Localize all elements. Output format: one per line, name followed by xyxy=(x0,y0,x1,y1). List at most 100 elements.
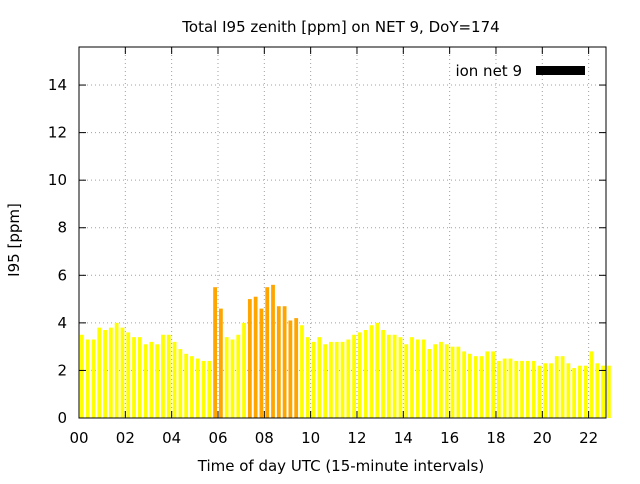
x-tick-label: 04 xyxy=(162,429,181,447)
bar xyxy=(462,351,467,418)
bar xyxy=(491,351,495,418)
bar xyxy=(236,334,241,418)
bars xyxy=(80,284,611,418)
bar xyxy=(537,365,542,418)
x-tick-label: 00 xyxy=(69,429,88,447)
bar xyxy=(103,330,107,418)
bar xyxy=(514,360,519,418)
bar xyxy=(132,337,136,418)
bar xyxy=(91,339,96,418)
bar xyxy=(572,368,577,418)
x-tick-label: 12 xyxy=(347,429,366,447)
legend-swatch xyxy=(536,66,585,75)
bar xyxy=(525,360,530,418)
bar xyxy=(85,339,90,418)
y-tick-label: 8 xyxy=(57,219,67,237)
bar xyxy=(108,327,113,418)
legend-label: ion net 9 xyxy=(455,62,522,80)
plot-frame xyxy=(78,46,607,419)
bar xyxy=(288,320,293,418)
bar xyxy=(172,341,177,418)
bar xyxy=(363,330,368,418)
x-tick-label: 20 xyxy=(533,429,552,447)
y-tick-label: 14 xyxy=(48,76,67,94)
bar xyxy=(305,337,310,418)
bar xyxy=(589,351,594,418)
bar xyxy=(276,306,281,418)
bar xyxy=(329,341,333,418)
bar xyxy=(340,341,345,418)
bar xyxy=(213,287,217,418)
bar xyxy=(601,365,605,418)
bar xyxy=(334,341,339,418)
bar xyxy=(479,356,484,418)
x-tick-label: 14 xyxy=(394,429,413,447)
legend: ion net 9 xyxy=(455,62,585,80)
bar xyxy=(242,322,246,418)
bar xyxy=(155,344,160,418)
bar xyxy=(190,356,194,418)
bar xyxy=(161,334,165,418)
bar xyxy=(468,353,472,418)
bar xyxy=(357,332,362,418)
bar xyxy=(450,346,455,418)
bar xyxy=(224,337,229,418)
bar xyxy=(508,358,513,418)
x-tick-label: 10 xyxy=(301,429,320,447)
bar xyxy=(566,363,571,418)
y-tick-label: 10 xyxy=(48,171,67,189)
bar xyxy=(496,360,501,418)
bar xyxy=(607,365,611,418)
bar xyxy=(439,341,443,418)
bar xyxy=(143,344,148,418)
bar xyxy=(502,358,507,418)
bar xyxy=(531,360,536,418)
bar xyxy=(259,308,264,418)
bar xyxy=(294,318,299,418)
bar xyxy=(583,365,588,418)
y-tick-label: 2 xyxy=(57,361,67,379)
bar xyxy=(433,344,438,418)
y-axis-label: I95 [ppm] xyxy=(5,203,23,277)
bar xyxy=(595,363,600,418)
bar xyxy=(80,334,84,418)
bar xyxy=(415,339,420,418)
bar xyxy=(114,322,119,418)
bar xyxy=(427,349,432,418)
y-tick-label: 0 xyxy=(57,409,67,427)
bar xyxy=(247,299,252,418)
x-tick-label: 16 xyxy=(440,429,459,447)
bar xyxy=(520,360,524,418)
bar xyxy=(369,325,374,418)
bar xyxy=(554,356,559,418)
bar xyxy=(230,339,235,418)
bar xyxy=(473,356,478,418)
bar xyxy=(137,337,142,418)
x-tick-label: 08 xyxy=(255,429,274,447)
bar xyxy=(282,306,287,418)
x-tick-label: 18 xyxy=(486,429,505,447)
bar xyxy=(560,356,565,418)
bar xyxy=(253,296,258,418)
x-axis-label: Time of day UTC (15-minute intervals) xyxy=(197,457,484,475)
bar xyxy=(300,325,304,418)
bar xyxy=(166,334,171,418)
bar xyxy=(386,334,391,418)
bar xyxy=(444,344,449,418)
bar xyxy=(178,349,183,418)
bar xyxy=(392,334,397,418)
bar xyxy=(404,344,409,418)
bar xyxy=(352,334,356,418)
y-tick-label: 4 xyxy=(57,314,67,332)
x-tick-label: 06 xyxy=(208,429,227,447)
x-tick-label: 02 xyxy=(116,429,135,447)
bar xyxy=(120,327,125,418)
bar xyxy=(265,287,270,418)
bar xyxy=(317,337,322,418)
bar xyxy=(375,322,380,418)
chart-title: Total I95 zenith [ppm] on NET 9, DoY=174 xyxy=(181,18,499,36)
bar xyxy=(346,339,351,418)
